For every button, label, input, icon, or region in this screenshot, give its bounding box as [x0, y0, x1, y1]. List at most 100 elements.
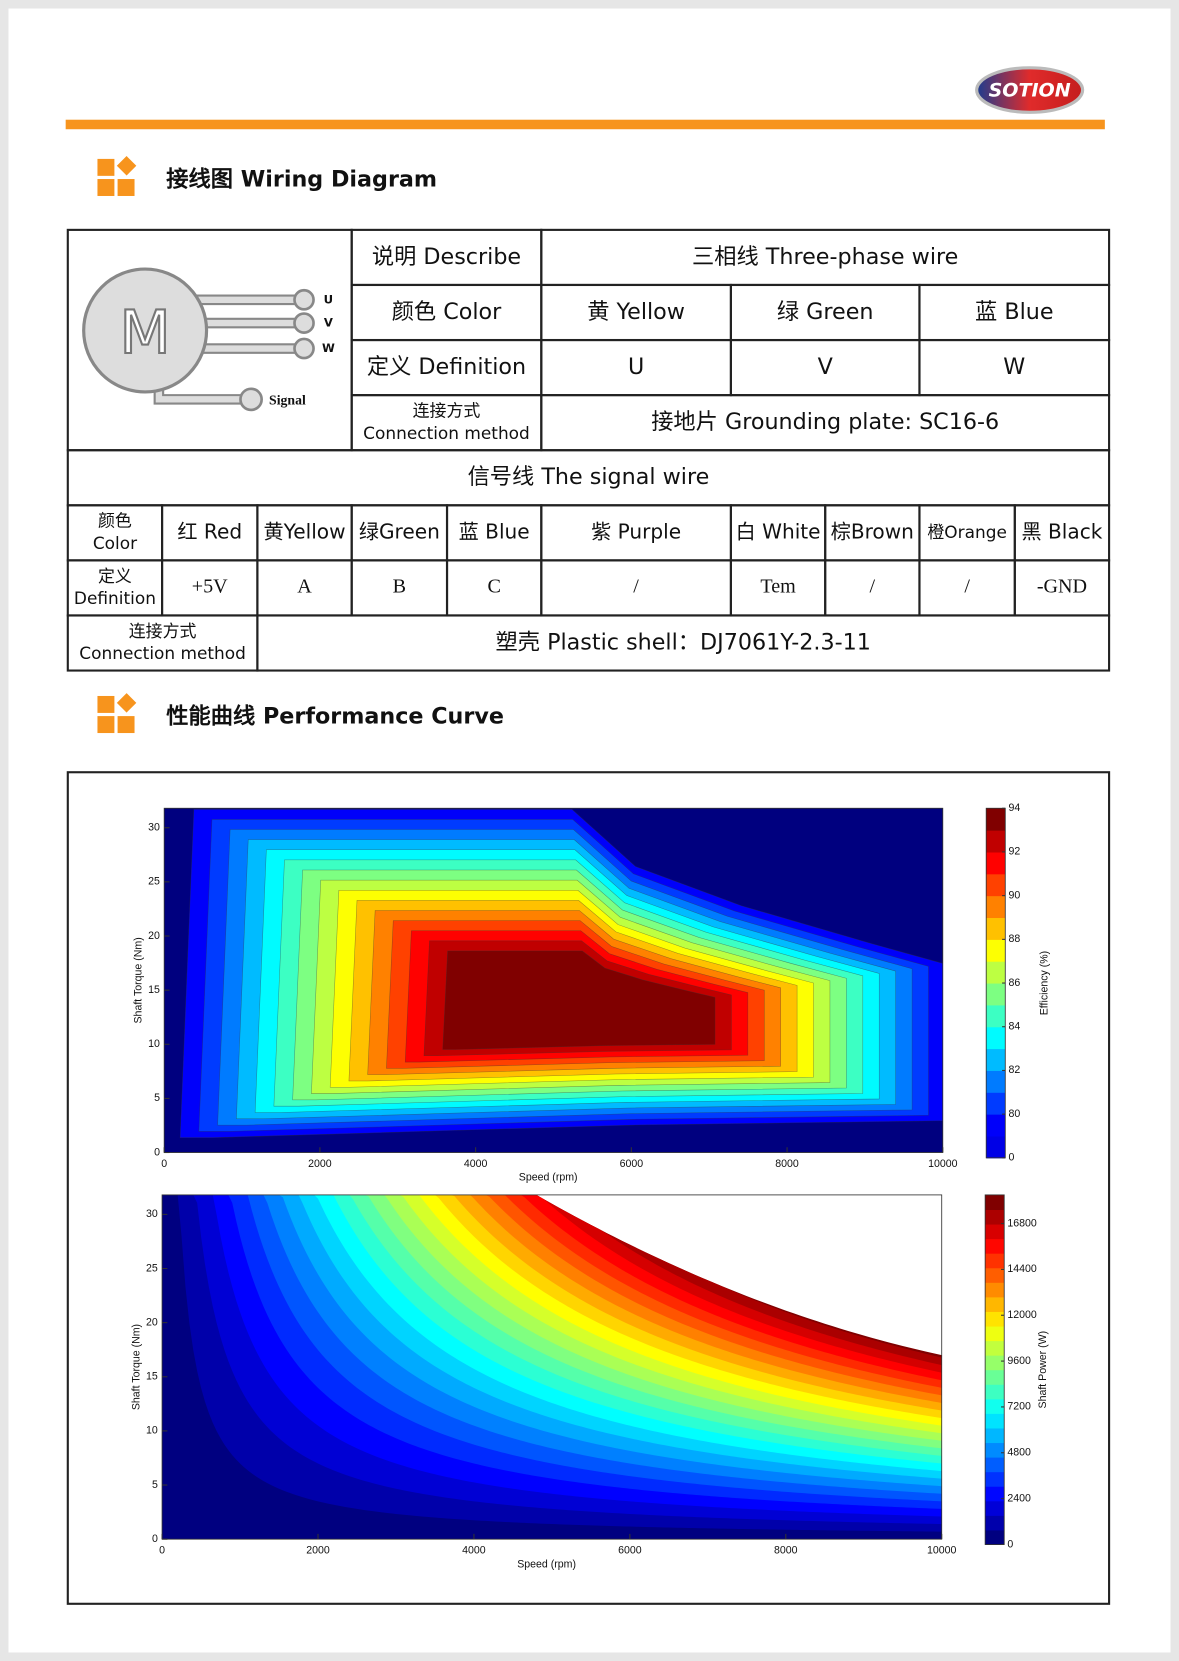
x-tick-label: 0 — [161, 1158, 167, 1170]
colorbar-segment — [986, 851, 1006, 875]
x-tick-label: 10000 — [928, 1158, 958, 1170]
colorbar-segment — [986, 917, 1006, 940]
colorbar-segment — [985, 1486, 1005, 1502]
colorbar-tick-label: 9600 — [1007, 1355, 1031, 1367]
y-tick-label: 0 — [154, 1146, 160, 1158]
colorbar-segment — [986, 830, 1006, 853]
colorbar-segment — [985, 1471, 1005, 1487]
x-tick-label: 6000 — [618, 1545, 642, 1557]
colorbar-segment — [986, 1135, 1006, 1159]
row-label: 定义 Definition — [367, 354, 526, 380]
y-tick-label: 15 — [146, 1371, 158, 1383]
colorbar-segment — [985, 1457, 1005, 1473]
terminal-label: U — [324, 292, 333, 306]
cell-text: B — [393, 576, 406, 598]
colorbar-segment — [985, 1253, 1005, 1269]
cell-text: 黄Yellow — [264, 519, 346, 543]
colorbar-segment — [986, 1026, 1006, 1050]
row-label: Connection method — [363, 423, 530, 443]
y-tick-label: 30 — [148, 822, 160, 834]
cell-text: C — [487, 576, 500, 598]
cell-text: / — [870, 576, 876, 598]
colorbar-tick-label: 82 — [1008, 1064, 1020, 1076]
cell-text: W — [1003, 354, 1025, 380]
motor-label: M — [120, 298, 171, 367]
colorbar-tick-label: 0 — [1007, 1538, 1013, 1550]
row-label: Definition — [74, 588, 156, 608]
colorbar-segment — [985, 1267, 1005, 1283]
colorbar-segment — [985, 1238, 1005, 1254]
table-heading: 信号线 The signal wire — [468, 464, 710, 490]
colorbar-tick-label: 80 — [1008, 1108, 1020, 1120]
colorbar-segment — [986, 895, 1006, 919]
y-tick-label: 20 — [148, 930, 160, 942]
terminal-label: W — [322, 341, 335, 355]
x-tick-label: 8000 — [775, 1158, 799, 1170]
cell-text: 绿 Green — [777, 299, 874, 325]
colorbar-tick-label: 12000 — [1007, 1309, 1037, 1321]
colorbar-segment — [986, 961, 1006, 984]
header-bar — [65, 119, 1105, 130]
cell-text: 橙Orange — [927, 522, 1007, 542]
section-title: 性能曲线 Performance Curve — [166, 703, 504, 730]
x-tick-label: 2000 — [308, 1158, 332, 1170]
colorbar-segment — [985, 1413, 1005, 1429]
y-tick-label: 5 — [154, 1092, 160, 1104]
colorbar-segment — [985, 1398, 1005, 1414]
colorbar-segment — [986, 939, 1006, 962]
colorbar-segment — [985, 1442, 1005, 1458]
colorbar-segment — [985, 1500, 1005, 1516]
cell-text: U — [628, 354, 644, 380]
colorbar-segment — [986, 808, 1006, 831]
contour-band — [162, 1194, 942, 1540]
charts: 0 2000 4000 6000 8000 10000051015202530Speed … — [130, 802, 1050, 1570]
row-label: 连接方式 — [129, 621, 197, 641]
x-tick-label: 8000 — [774, 1545, 798, 1557]
colorbar-segment — [986, 1048, 1006, 1071]
colorbar-label: Shaft Power (W) — [1037, 1331, 1049, 1409]
colorbar-segment — [985, 1427, 1005, 1444]
colorbar-segment — [986, 1070, 1006, 1093]
cell-text: 绿Green — [359, 519, 440, 543]
x-axis-label: Speed (rpm) — [519, 1172, 578, 1184]
colorbar-segment — [986, 873, 1006, 897]
colorbar-segment — [985, 1515, 1005, 1531]
colorbar-segment — [985, 1355, 1005, 1371]
x-tick-label: 4000 — [462, 1545, 486, 1557]
contour-fill — [164, 808, 943, 1153]
colorbar-segment — [986, 1004, 1006, 1028]
cell-text: 红 Red — [177, 519, 242, 543]
colorbar-tick-label: 0 — [1008, 1152, 1014, 1164]
y-tick-label: 15 — [148, 984, 160, 996]
row-label: 颜色 — [98, 511, 132, 531]
cell-text: / — [633, 576, 639, 598]
cell-text: 黑 Black — [1021, 519, 1102, 543]
colorbar-segment — [985, 1369, 1005, 1385]
cell-text: 塑壳 Plastic shell：DJ7061Y-2.3-11 — [496, 630, 871, 656]
colorbar-segment — [985, 1224, 1005, 1240]
row-label: 说明 Describe — [372, 244, 521, 270]
section-title: 接线图 Wiring Diagram — [166, 166, 437, 193]
y-tick-label: 25 — [148, 876, 160, 888]
plot-frame — [163, 807, 944, 1153]
cell-text: 紫 Purple — [591, 519, 681, 543]
row-label: 连接方式 — [413, 401, 481, 421]
row-label: Color — [93, 533, 137, 553]
y-tick-label: 0 — [152, 1533, 158, 1545]
y-tick-label: 20 — [146, 1316, 158, 1328]
colorbar-segment — [985, 1311, 1005, 1327]
row-label: 定义 — [98, 566, 132, 586]
wiring-figure: M U V W Signal — [82, 267, 335, 412]
x-tick-label: 2000 — [306, 1545, 330, 1557]
colorbar-tick-label: 92 — [1008, 846, 1020, 858]
colorbar-segment — [985, 1296, 1005, 1312]
cell-text: 蓝 Blue — [459, 519, 530, 543]
y-tick-label: 10 — [146, 1425, 158, 1437]
colorbar-tick-label: 84 — [1008, 1021, 1020, 1033]
table-cell — [256, 614, 1111, 672]
x-tick-label: 10000 — [927, 1545, 957, 1557]
colorbar-tick-label: 16800 — [1007, 1217, 1037, 1229]
cell-text: A — [297, 576, 312, 598]
colorbar-frame — [984, 1194, 1005, 1545]
colorbar-segment — [985, 1529, 1005, 1545]
